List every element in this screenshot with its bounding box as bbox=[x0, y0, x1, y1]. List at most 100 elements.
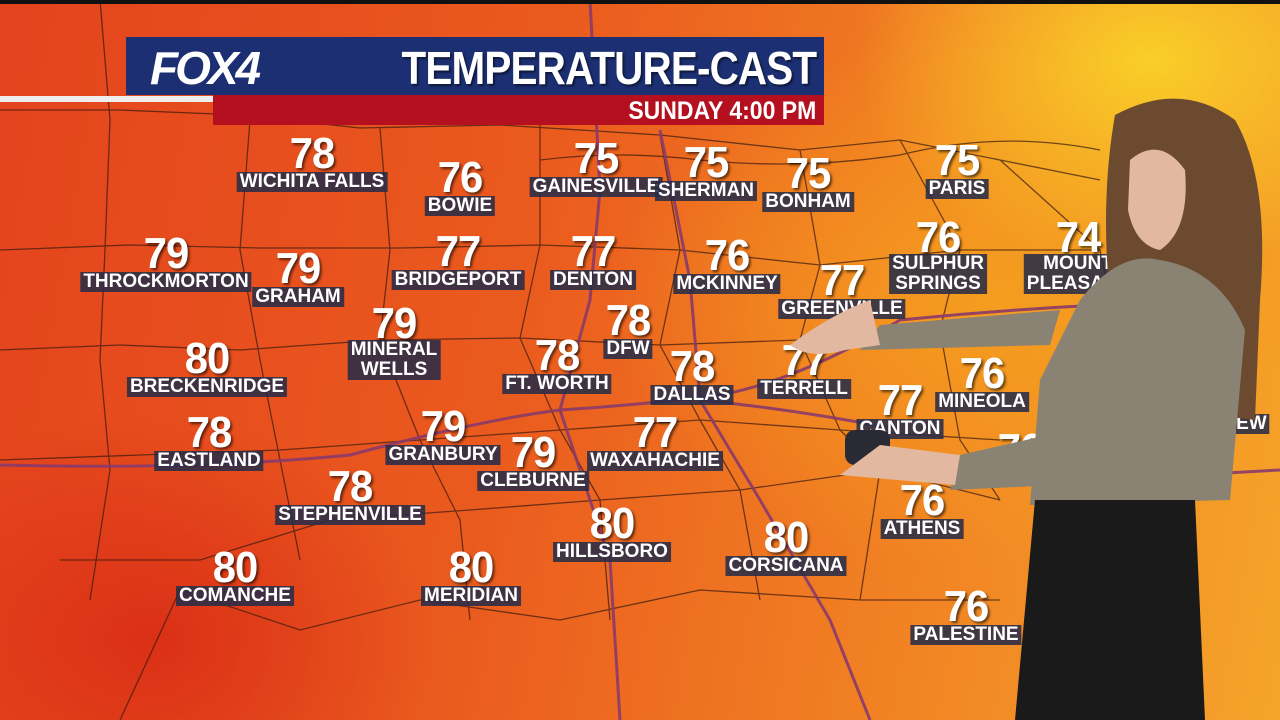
city-temperature: 75 bbox=[573, 134, 620, 183]
city-name: MCKINNEY bbox=[673, 274, 781, 294]
forecast-time: SUNDAY 4:00 PM bbox=[628, 97, 816, 125]
city-temperature: 75 bbox=[683, 138, 730, 187]
city-forecast: 77 DENTON bbox=[550, 227, 636, 290]
city-name: WICHITA FALLS bbox=[236, 172, 388, 192]
city-name: PALESTINE bbox=[910, 625, 1022, 645]
city-forecast: 80 CORSICANA bbox=[725, 513, 847, 576]
city-forecast: 79 CLEBURNE bbox=[477, 428, 589, 491]
city-forecast: 75 PARIS bbox=[925, 136, 989, 199]
city-name: CORSICANA bbox=[725, 556, 847, 576]
city-forecast: 75 GAINESVILLE bbox=[529, 134, 663, 197]
city-name: DFW bbox=[603, 339, 653, 359]
city-name: DENTON bbox=[550, 270, 636, 290]
city-temperature: 78 bbox=[534, 331, 581, 380]
city-forecast: 76 SULPHUR SPRINGS bbox=[889, 213, 987, 294]
city-name: FT. WORTH bbox=[502, 374, 612, 394]
city-name: COMANCHE bbox=[176, 586, 294, 606]
time-bar: SUNDAY 4:00 PM bbox=[213, 95, 824, 125]
city-temperature: 78 bbox=[605, 296, 652, 345]
city-name: MINEOLA bbox=[935, 392, 1029, 412]
city-name: WAXAHACHIE bbox=[587, 451, 723, 471]
city-name: GAINESVILLE bbox=[529, 177, 663, 197]
city-forecast: 76 BOWIE bbox=[424, 153, 496, 216]
city-forecast: 76 ATHENS bbox=[880, 476, 964, 539]
city-forecast: 77 WAXAHACHIE bbox=[587, 408, 723, 471]
city-name: TERRELL bbox=[757, 379, 851, 399]
title-banner: FOX4 TEMPERATURE-CAST bbox=[126, 37, 824, 95]
city-forecast: 80 MERIDIAN bbox=[421, 543, 521, 606]
city-forecast: 78 FT. WORTH bbox=[502, 331, 612, 394]
city-name: BONHAM bbox=[762, 192, 854, 212]
city-forecast: 78 STEPHENVILLE bbox=[275, 462, 425, 525]
city-name: BRECKENRIDGE bbox=[126, 377, 288, 397]
city-temperature: 76 bbox=[704, 231, 751, 280]
city-temperature: 77 bbox=[632, 408, 679, 457]
city-temperature: 79 bbox=[420, 402, 467, 451]
fox4-logo: FOX4 bbox=[150, 42, 261, 94]
city-temperature: 80 bbox=[448, 543, 495, 592]
city-temperature: 75 bbox=[934, 136, 981, 185]
city-name: PARIS bbox=[925, 179, 989, 199]
city-temperature: 76 bbox=[437, 153, 484, 202]
city-name: EASTLAND bbox=[154, 451, 264, 471]
city-forecast: 78 WICHITA FALLS bbox=[236, 129, 388, 192]
city-temperature: 80 bbox=[212, 543, 259, 592]
city-temperature: 79 bbox=[510, 428, 557, 477]
city-forecast: 78 EASTLAND bbox=[154, 408, 264, 471]
city-forecast: 76 MINEOLA bbox=[935, 349, 1029, 412]
city-temperature: 78 bbox=[327, 462, 374, 511]
city-forecast: 80 HILLSBORO bbox=[553, 499, 671, 562]
city-forecast: 78 DFW bbox=[603, 296, 653, 359]
city-name: SHERMAN bbox=[654, 181, 758, 201]
city-forecast: 79 GRANBURY bbox=[385, 402, 501, 465]
city-name: CLEBURNE bbox=[477, 471, 589, 491]
city-name: BRIDGEPORT bbox=[391, 270, 525, 290]
city-temperature: 77 bbox=[435, 227, 482, 276]
city-temperature: 80 bbox=[763, 513, 810, 562]
city-temperature: 74 bbox=[1055, 213, 1102, 262]
city-temperature: 75 bbox=[785, 149, 832, 198]
city-name: GRANBURY bbox=[385, 445, 501, 465]
city-name: HILLSBORO bbox=[553, 542, 671, 562]
city-forecast: 76 MCKINNEY bbox=[673, 231, 781, 294]
city-temperature: 78 bbox=[289, 129, 336, 178]
city-forecast: 77 GREENVILLE bbox=[778, 256, 906, 319]
city-temperature: 76 bbox=[959, 349, 1006, 398]
city-temperature: 77 bbox=[877, 376, 924, 425]
city-temperature: 77 bbox=[819, 256, 866, 305]
city-name: ATHENS bbox=[880, 519, 964, 539]
city-temperature: 80 bbox=[589, 499, 636, 548]
city-forecast: 80 COMANCHE bbox=[176, 543, 294, 606]
city-name: SULPHUR SPRINGS bbox=[889, 254, 987, 294]
city-name: BOWIE bbox=[424, 196, 496, 216]
city-forecast: 75 BONHAM bbox=[762, 149, 854, 212]
city-name: STEPHENVILLE bbox=[275, 505, 425, 525]
city-temperature: 79 bbox=[275, 244, 322, 293]
city-name: GRAHAM bbox=[252, 287, 344, 307]
top-border bbox=[0, 0, 1280, 4]
city-name: DALLAS bbox=[650, 385, 734, 405]
city-forecast: 78 DALLAS bbox=[650, 342, 734, 405]
city-forecast: 79 MINERAL WELLS bbox=[347, 299, 441, 380]
city-temperature: 79 bbox=[143, 229, 190, 278]
banner-accent-line bbox=[0, 96, 213, 102]
city-temperature: 79 bbox=[371, 299, 418, 348]
city-name: MINERAL WELLS bbox=[347, 340, 441, 380]
city-name: THROCKMORTON bbox=[80, 272, 252, 292]
city-forecast: 79 GRAHAM bbox=[252, 244, 344, 307]
city-forecast: 76 PALESTINE bbox=[910, 582, 1022, 645]
city-temperature: 78 bbox=[669, 342, 716, 391]
city-temperature: 76 bbox=[943, 582, 990, 631]
city-forecast: 80 BRECKENRIDGE bbox=[126, 334, 288, 397]
city-forecast: 77 BRIDGEPORT bbox=[391, 227, 525, 290]
city-temperature: 76 bbox=[915, 213, 962, 262]
city-temperature: 76 bbox=[899, 476, 946, 525]
city-forecast: 79 THROCKMORTON bbox=[80, 229, 252, 292]
city-temperature: 80 bbox=[184, 334, 231, 383]
city-temperature: 77 bbox=[570, 227, 617, 276]
city-forecast: 75 SHERMAN bbox=[654, 138, 758, 201]
city-temperature: 78 bbox=[186, 408, 233, 457]
banner-title: TEMPERATURE-CAST bbox=[401, 42, 817, 94]
city-name: MERIDIAN bbox=[421, 586, 521, 606]
